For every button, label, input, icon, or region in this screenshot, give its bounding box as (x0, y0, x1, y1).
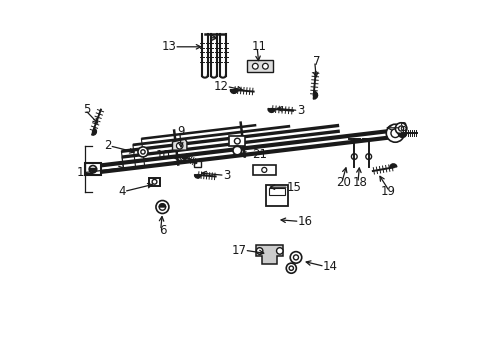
Polygon shape (397, 133, 406, 138)
Bar (268, 188, 284, 195)
Circle shape (256, 248, 263, 254)
Text: 15: 15 (286, 181, 301, 194)
Text: 8: 8 (399, 121, 406, 134)
Circle shape (159, 204, 165, 210)
Text: 5: 5 (83, 103, 90, 116)
Polygon shape (194, 175, 201, 178)
Circle shape (138, 147, 148, 157)
Circle shape (261, 167, 266, 172)
Circle shape (293, 255, 298, 260)
Circle shape (276, 248, 283, 254)
Polygon shape (91, 128, 96, 135)
Polygon shape (247, 60, 273, 72)
Text: 21: 21 (251, 148, 266, 161)
Circle shape (176, 143, 183, 149)
Polygon shape (313, 91, 317, 99)
Bar (252, 165, 275, 175)
Text: 3: 3 (296, 104, 304, 117)
Text: 20: 20 (335, 176, 350, 189)
Circle shape (152, 179, 157, 184)
Polygon shape (230, 90, 237, 94)
Text: 18: 18 (351, 176, 366, 189)
Circle shape (365, 154, 371, 159)
Circle shape (156, 201, 168, 213)
Text: 11: 11 (251, 40, 266, 53)
Text: 4: 4 (118, 185, 125, 198)
Bar (194, 161, 201, 167)
Circle shape (288, 266, 293, 270)
Text: 17: 17 (231, 244, 246, 257)
Text: 14: 14 (322, 260, 337, 273)
Polygon shape (389, 164, 396, 168)
Circle shape (232, 146, 241, 155)
Bar (149, 178, 160, 186)
Text: 2: 2 (103, 139, 111, 152)
Circle shape (285, 263, 296, 273)
Polygon shape (172, 139, 186, 150)
Circle shape (289, 252, 301, 263)
Circle shape (351, 154, 356, 159)
Circle shape (398, 126, 403, 131)
Circle shape (390, 129, 399, 138)
Bar (229, 136, 245, 146)
Bar (265, 185, 287, 206)
Text: 9: 9 (177, 125, 185, 138)
Text: 3: 3 (223, 169, 230, 182)
Text: 12: 12 (213, 80, 228, 93)
Text: 19: 19 (380, 185, 394, 198)
Circle shape (89, 166, 96, 173)
Polygon shape (256, 245, 283, 264)
Text: 1: 1 (77, 166, 84, 179)
Text: 7: 7 (312, 55, 320, 68)
Circle shape (394, 123, 406, 134)
Circle shape (141, 150, 145, 154)
Polygon shape (267, 109, 275, 112)
Circle shape (252, 63, 258, 69)
Circle shape (234, 138, 240, 144)
Polygon shape (159, 204, 165, 207)
Text: 16: 16 (297, 215, 312, 228)
Bar (84, 163, 101, 175)
Circle shape (262, 63, 268, 69)
Text: 10: 10 (156, 149, 170, 162)
Polygon shape (181, 154, 187, 159)
Text: 13: 13 (161, 40, 176, 53)
Circle shape (386, 124, 404, 142)
Text: 6: 6 (158, 224, 166, 237)
